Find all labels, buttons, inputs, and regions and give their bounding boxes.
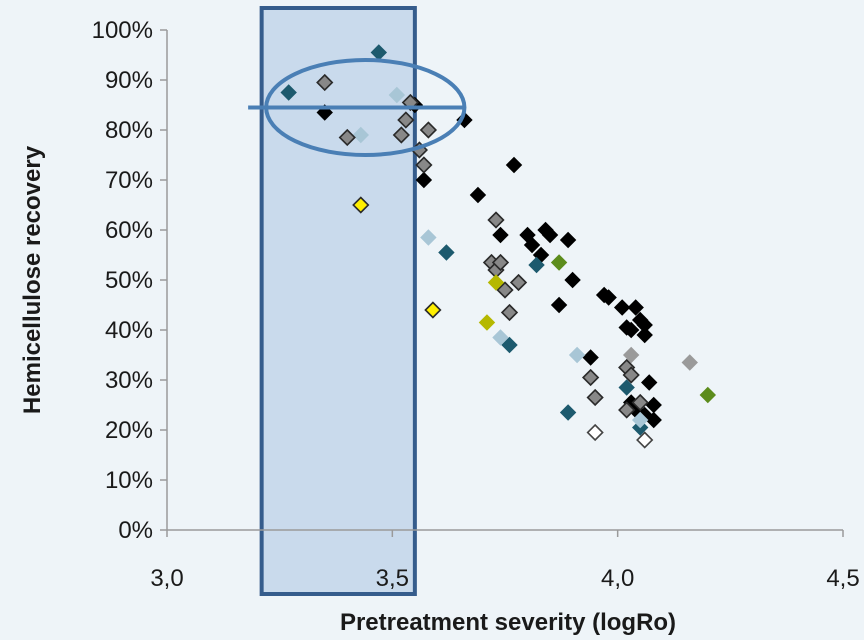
data-point-series-1 [541, 226, 559, 244]
data-point-series-1 [645, 411, 662, 429]
data-point-series-5 [316, 73, 334, 92]
data-point-series-1 [622, 321, 640, 339]
data-point-series-4 [622, 346, 640, 364]
data-point-series-3 [388, 86, 406, 104]
data-point-series-1 [613, 299, 631, 316]
data-point-series-5 [496, 281, 514, 299]
data-point-series-1 [641, 374, 658, 391]
data-point-series-1 [645, 396, 662, 414]
data-point-series-5 [419, 121, 438, 139]
data-point-series-2 [280, 84, 297, 101]
data-point-series-1 [550, 296, 568, 314]
data-point-series-1 [627, 299, 644, 316]
y-tick-label: 50% [105, 267, 153, 294]
data-point-series-5 [487, 211, 505, 229]
data-point-series-3 [631, 411, 649, 429]
data-point-series-1 [523, 236, 541, 254]
data-point-series-5 [392, 126, 410, 144]
data-point-series-5 [509, 273, 528, 292]
data-point-series-5 [581, 368, 600, 387]
y-tick-label: 90% [105, 67, 153, 94]
data-point-series-4 [681, 354, 698, 371]
data-point-series-1 [469, 186, 487, 204]
data-point-series-6 [586, 423, 604, 442]
data-point-series-5 [338, 128, 356, 147]
y-tick-label: 10% [105, 467, 153, 494]
y-tick-label: 40% [105, 317, 153, 344]
data-point-series-2 [528, 256, 545, 274]
data-point-series-5 [415, 156, 433, 174]
data-point-series-2 [559, 404, 577, 421]
data-point-series-7 [352, 196, 370, 214]
data-point-series-8 [487, 274, 505, 291]
data-point-series-3 [492, 329, 509, 346]
y-tick-label: 0% [118, 517, 153, 544]
data-point-series-1 [564, 271, 581, 289]
data-point-series-9 [699, 386, 717, 404]
x-axis-title: Pretreatment severity (logRo) [340, 609, 676, 636]
data-point-series-9 [550, 254, 568, 271]
data-point-series-5 [622, 366, 640, 384]
data-point-series-5 [618, 401, 636, 419]
y-tick-label: 70% [105, 167, 153, 194]
data-point-series-6 [636, 431, 654, 449]
x-tick-label: 4,0 [601, 565, 634, 592]
data-point-series-1 [582, 349, 599, 366]
data-point-series-5 [586, 388, 604, 407]
data-point-series-1 [636, 326, 653, 344]
data-point-series-2 [501, 336, 518, 354]
y-tick-label: 100% [92, 17, 153, 44]
x-tick-label: 4,5 [826, 565, 859, 592]
data-point-series-3 [352, 126, 369, 144]
data-point-series-1 [492, 226, 509, 244]
y-tick-label: 60% [105, 217, 153, 244]
data-point-series-1 [559, 231, 577, 249]
data-point-series-2 [618, 379, 635, 396]
data-point-series-3 [568, 346, 586, 364]
data-point-series-7 [424, 301, 442, 319]
data-point-series-5 [491, 253, 510, 272]
data-point-series-2 [438, 244, 455, 261]
data-point-series-1 [415, 171, 433, 189]
data-point-series-3 [420, 229, 437, 246]
y-tick-label: 30% [105, 367, 153, 394]
y-tick-label: 20% [105, 417, 153, 444]
data-point-series-5 [397, 111, 415, 129]
data-point-series-8 [478, 314, 496, 331]
x-tick-label: 3,0 [150, 565, 183, 592]
data-point-series-5 [500, 303, 519, 322]
y-axis-title: Hemicellulose recovery [19, 145, 46, 414]
x-tick-label: 3,5 [376, 565, 409, 592]
data-point-series-5 [631, 393, 649, 412]
data-point-series-1 [505, 156, 523, 174]
y-tick-label: 80% [105, 117, 153, 144]
data-point-series-1 [600, 289, 617, 306]
